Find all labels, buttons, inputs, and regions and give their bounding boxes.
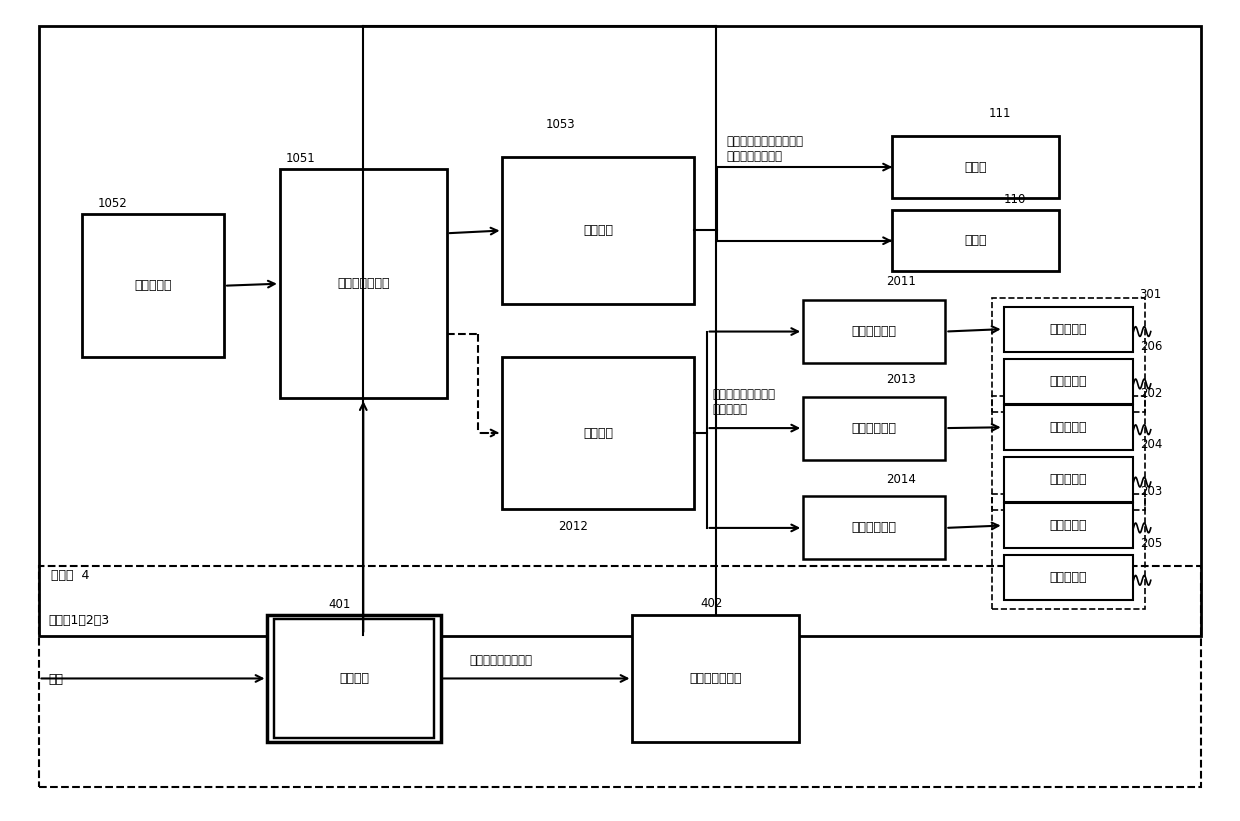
Bar	[893, 210, 1059, 272]
Bar	[1003, 555, 1133, 600]
Bar	[992, 396, 1145, 511]
Text: 1051: 1051	[286, 152, 316, 165]
Text: 1052: 1052	[98, 197, 128, 210]
Text: 204: 204	[1140, 438, 1162, 452]
Bar	[1003, 306, 1133, 351]
Text: 无线通信模块一: 无线通信模块一	[689, 672, 742, 685]
Text: 110: 110	[1003, 193, 1025, 206]
Text: 控制器二: 控制器二	[583, 426, 614, 439]
Text: 2011: 2011	[887, 275, 916, 288]
Bar	[38, 26, 1202, 635]
Text: 301: 301	[1140, 288, 1162, 300]
Text: 控制器一: 控制器一	[583, 224, 614, 237]
Text: 111: 111	[988, 107, 1011, 120]
Text: 马达一、二旋转方向、角
度、角速度、时长: 马达一、二旋转方向、角 度、角速度、时长	[727, 135, 804, 163]
Bar	[804, 397, 945, 460]
Bar	[502, 157, 694, 304]
Text: 202: 202	[1140, 387, 1162, 400]
Text: 音圈电机三: 音圈电机三	[1050, 519, 1087, 532]
Text: 203: 203	[1140, 485, 1162, 498]
Text: 音圈电机五: 音圈电机五	[1050, 571, 1087, 585]
Text: 触觉球1、2、3: 触觉球1、2、3	[48, 614, 109, 627]
Text: 功率放大器二: 功率放大器二	[852, 422, 897, 434]
Bar	[82, 214, 224, 357]
Text: 2014: 2014	[887, 473, 916, 486]
Bar	[804, 300, 945, 363]
Text: 音圈电机一: 音圈电机一	[1050, 323, 1087, 336]
Text: 九轴传感器: 九轴传感器	[134, 279, 171, 292]
Bar	[280, 169, 446, 398]
Text: 每个电机输入波形、
方向、时长: 每个电机输入波形、 方向、时长	[713, 388, 776, 416]
Bar	[992, 297, 1145, 412]
Text: 401: 401	[329, 598, 351, 611]
Bar	[893, 136, 1059, 198]
Text: 马达二: 马达二	[965, 161, 987, 173]
Text: 输入: 输入	[48, 673, 63, 686]
Text: 控制器三: 控制器三	[339, 672, 370, 685]
Bar	[1003, 503, 1133, 548]
Text: 场景更新、姿态变换: 场景更新、姿态变换	[469, 654, 532, 667]
Bar	[1003, 359, 1133, 404]
Bar	[1003, 405, 1133, 450]
Bar	[38, 566, 1202, 787]
Bar	[502, 357, 694, 509]
Text: 音圈电机四: 音圈电机四	[1050, 473, 1087, 486]
Bar	[992, 494, 1145, 608]
Text: 马达一: 马达一	[965, 234, 987, 247]
Text: 2013: 2013	[887, 373, 916, 386]
Text: 1053: 1053	[546, 117, 575, 131]
Text: 2012: 2012	[558, 521, 588, 533]
Text: 上位机  4: 上位机 4	[51, 569, 89, 582]
Text: 功率放大器三: 功率放大器三	[852, 521, 897, 534]
Bar	[632, 615, 800, 742]
Text: 无线通信模块二: 无线通信模块二	[337, 277, 389, 290]
Text: 音圈电机二: 音圈电机二	[1050, 421, 1087, 433]
Text: 205: 205	[1140, 537, 1162, 549]
Bar	[274, 619, 434, 738]
Bar	[1003, 457, 1133, 502]
Text: 音圈电机六: 音圈电机六	[1050, 375, 1087, 388]
Text: 402: 402	[701, 597, 723, 610]
Text: 206: 206	[1140, 340, 1162, 353]
Bar	[268, 615, 440, 742]
Bar	[804, 497, 945, 559]
Text: 功率放大器一: 功率放大器一	[852, 325, 897, 338]
